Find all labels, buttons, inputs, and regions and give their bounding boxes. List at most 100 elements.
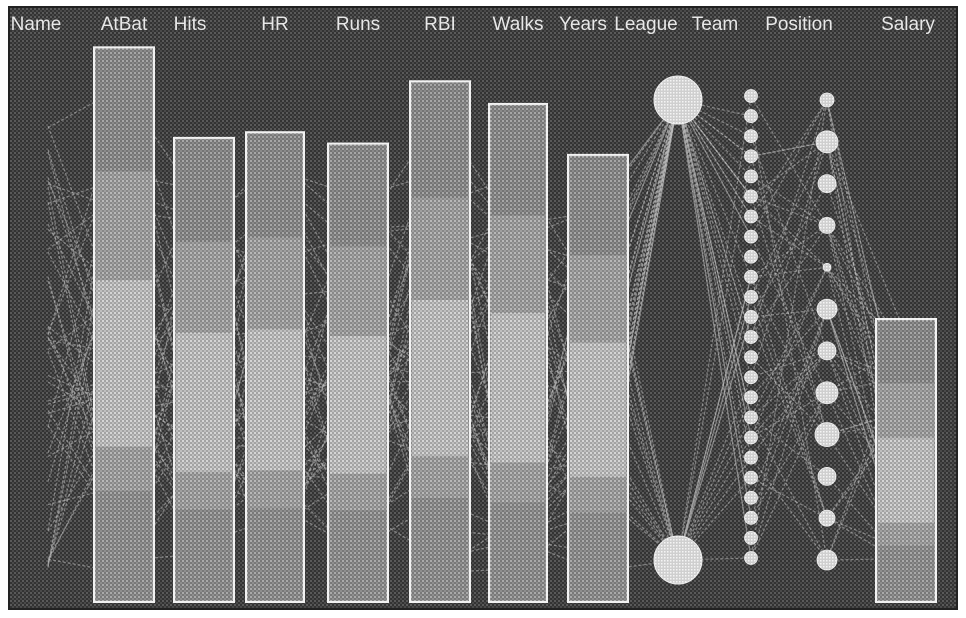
position-node[interactable] [822,262,832,272]
bar-band-dark [412,83,468,198]
team-node[interactable] [744,330,758,344]
bar-band-dark [248,134,302,238]
team-node[interactable] [744,510,758,525]
record-polyline [47,97,907,566]
record-polyline [47,98,907,576]
team-node[interactable] [744,450,758,465]
position-node[interactable] [815,381,839,405]
team-node[interactable] [744,149,758,164]
record-polyline [47,98,907,568]
league-node[interactable] [653,535,703,585]
team-node[interactable] [744,490,758,505]
bar-band-dark [491,105,545,216]
team-node[interactable] [744,430,758,445]
record-polyline [47,98,907,517]
bar-band-bottom [96,491,152,600]
team-node[interactable] [744,129,758,144]
team-node[interactable] [744,209,758,224]
team-node[interactable] [744,470,758,485]
bar-walks[interactable] [488,102,548,603]
bar-years[interactable] [567,153,629,604]
team-node[interactable] [744,370,758,385]
record-polyline [47,194,907,563]
team-node[interactable] [744,109,758,123]
position-node[interactable] [818,217,836,234]
league-node[interactable] [653,75,703,125]
bar-band-bottom [412,497,468,600]
team-node[interactable] [744,410,758,425]
team-node[interactable] [744,169,758,184]
bar-band-bottom [878,545,934,600]
record-polyline [47,98,907,530]
team-node[interactable] [744,390,758,405]
position-node[interactable] [817,466,837,486]
bar-hits[interactable] [173,136,235,603]
team-node[interactable] [744,289,758,304]
bar-band-dark [96,49,152,172]
dimension-label-rbi[interactable]: RBI [424,14,456,36]
position-node[interactable] [817,341,837,361]
bar-band-bottom [330,510,386,600]
bar-band-light [330,336,386,474]
dimension-label-atbat[interactable]: AtBat [100,14,148,36]
record-polyline [47,98,907,567]
bar-band-light [96,280,152,447]
dimension-label-hr[interactable]: HR [261,14,289,36]
record-polyline [47,177,907,562]
team-node[interactable] [744,310,758,324]
bar-band-dark [570,156,626,256]
position-node[interactable] [814,422,840,447]
bar-rbi[interactable] [409,80,471,603]
bar-band-light [412,299,468,457]
dimension-label-team[interactable]: Team [691,14,738,36]
position-node[interactable] [815,130,839,154]
bar-band-light [176,332,232,473]
position-node[interactable] [819,92,835,108]
dimension-label-name[interactable]: Name [10,14,62,36]
record-polyline [47,170,907,563]
dimension-label-hits[interactable]: Hits [173,14,207,36]
bar-hr[interactable] [245,131,305,603]
team-node[interactable] [744,531,758,545]
team-node[interactable] [744,229,758,244]
bar-band-light [570,342,626,477]
record-polyline [47,98,907,573]
bar-runs[interactable] [327,142,389,603]
team-node[interactable] [744,89,758,103]
record-polyline [47,182,907,569]
category-nodes-layer [653,75,840,585]
position-node[interactable] [816,298,838,320]
bar-band-bottom [176,509,232,600]
dimension-label-salary[interactable]: Salary [881,14,936,36]
dimension-label-runs[interactable]: Runs [336,14,381,36]
dimension-label-position[interactable]: Position [765,14,833,36]
dimension-label-years[interactable]: Years [559,14,607,36]
dimension-label-league[interactable]: League [614,14,678,36]
team-node[interactable] [744,189,758,204]
team-node[interactable] [744,551,758,565]
bar-band-dark [176,139,232,242]
bar-band-bottom [248,508,302,600]
team-node[interactable] [744,350,758,365]
team-node[interactable] [744,249,758,264]
bar-band-light [248,329,302,471]
position-node[interactable] [818,509,836,527]
dimension-labels: Name AtBat Hits HR Runs RBI Walks Years League Te… [10,14,936,36]
bar-salary[interactable] [875,318,937,603]
position-node[interactable] [817,174,837,194]
bar-atbat[interactable] [93,46,155,603]
plot-area: Name AtBat Hits HR Runs RBI Walks Years League Te… [8,6,958,610]
parallel-coordinates-chart: Name AtBat Hits HR Runs RBI Walks Years League Te… [10,8,956,608]
bars-layer [93,46,937,604]
bar-band-bottom [570,512,626,600]
bar-band-light [491,313,545,463]
bar-band-dark [330,145,386,247]
dimension-label-walks[interactable]: Walks [492,14,544,36]
bar-band-light [878,437,934,523]
record-polyline [47,90,907,561]
position-node[interactable] [816,549,838,571]
team-node[interactable] [744,269,758,284]
bar-band-bottom [491,502,545,600]
bar-band-dark [878,321,934,384]
